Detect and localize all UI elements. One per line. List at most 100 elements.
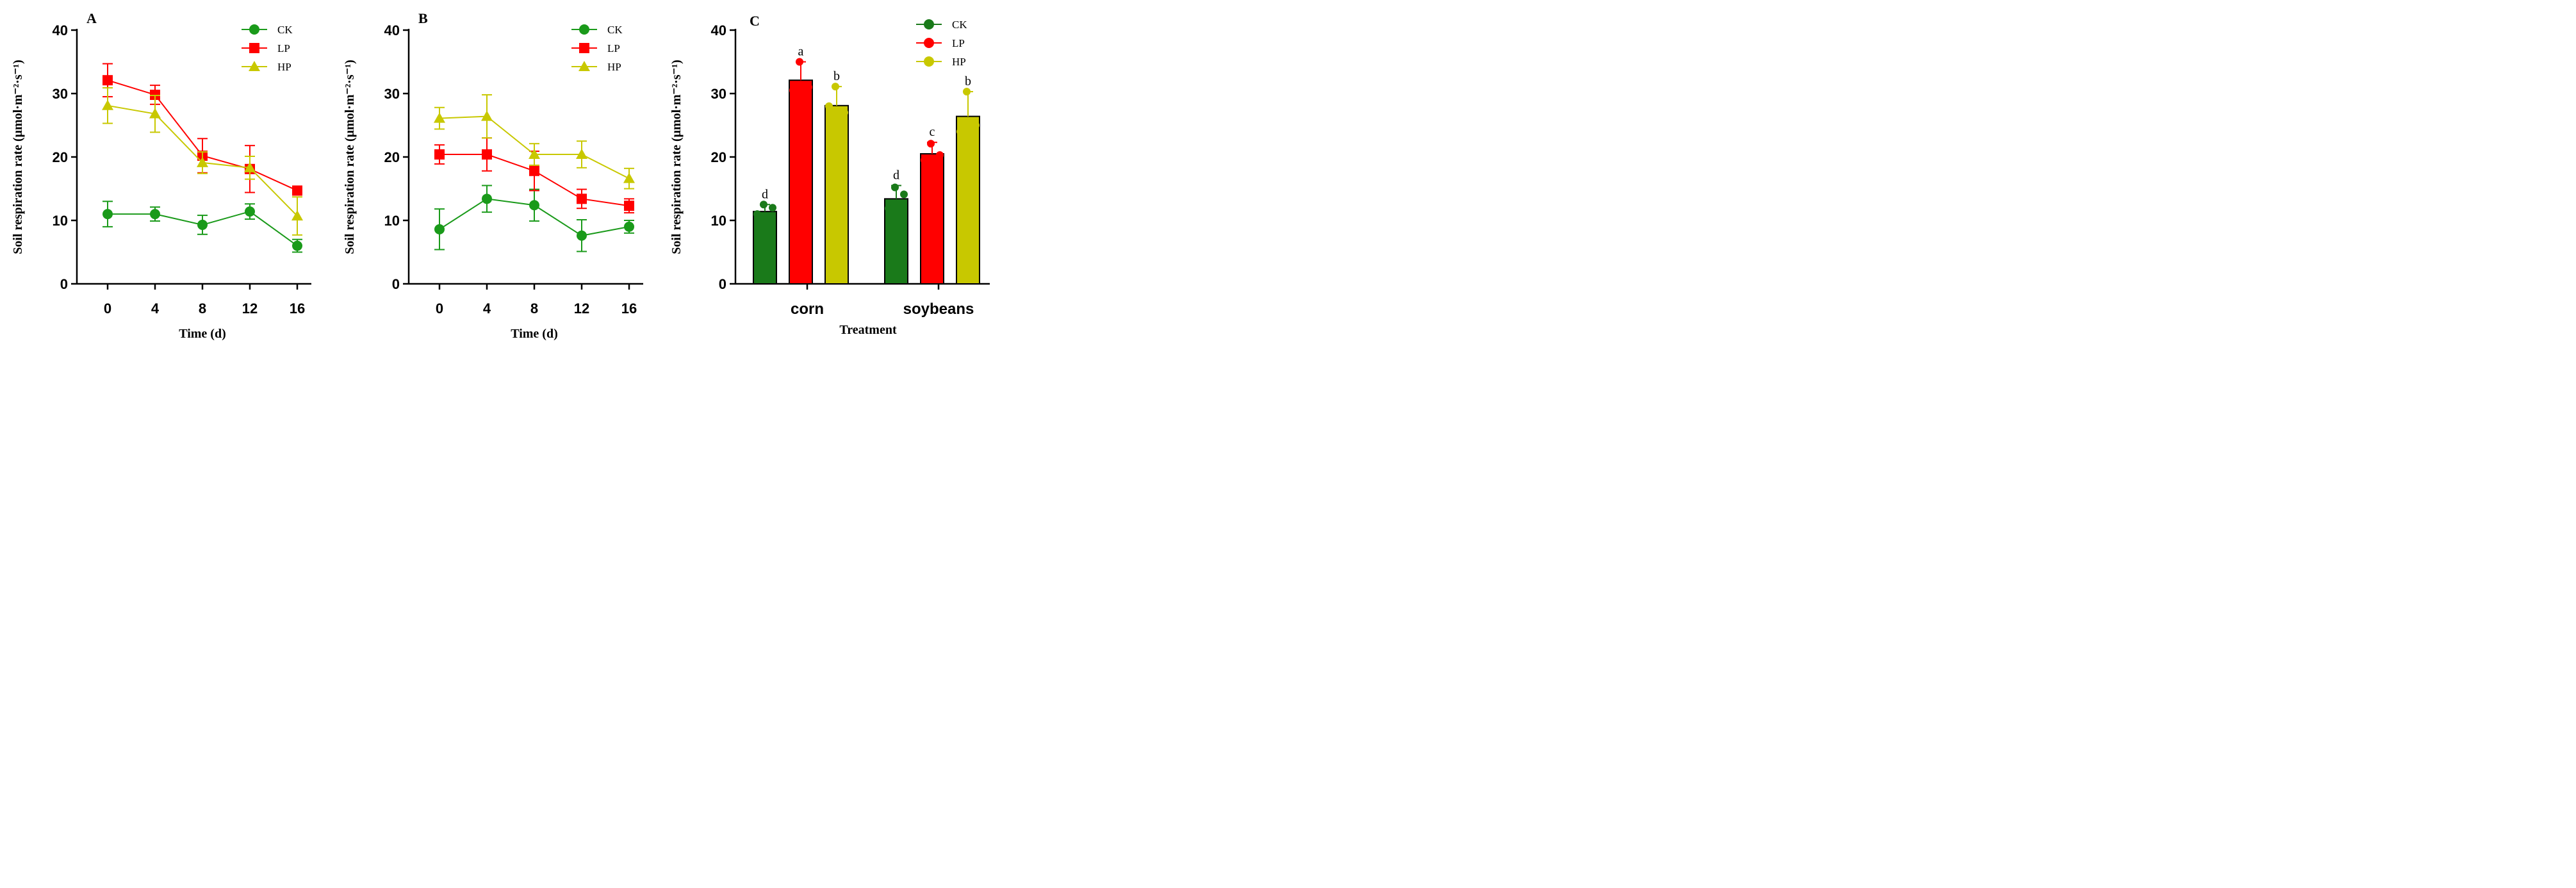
significance-letter: a bbox=[798, 45, 804, 59]
data-point bbox=[529, 200, 539, 211]
legend-entry-hp: HP bbox=[571, 61, 621, 73]
replicate-point bbox=[796, 58, 803, 66]
y-tick-label: 20 bbox=[711, 149, 726, 165]
y-tick-label: 30 bbox=[711, 86, 726, 102]
data-point bbox=[291, 210, 303, 221]
x-tick-label: 12 bbox=[242, 300, 258, 317]
data-point bbox=[102, 99, 113, 110]
y-tick-label: 30 bbox=[384, 86, 400, 102]
y-tick-label: 20 bbox=[53, 149, 68, 165]
significance-letter: d bbox=[762, 187, 768, 201]
legend-marker bbox=[579, 24, 589, 35]
panel-c: 0 10 20 30 40 Soil respiration rate (μmol·m⁻²… bbox=[669, 13, 990, 337]
significance-letter: c bbox=[930, 125, 935, 139]
series-lp bbox=[434, 137, 634, 214]
legend-entry-lp: LP bbox=[242, 42, 290, 54]
x-tick-label: 8 bbox=[199, 300, 206, 317]
bar bbox=[753, 211, 777, 285]
significance-letter: d bbox=[893, 169, 899, 183]
x-axis-title: Treatment bbox=[839, 323, 897, 337]
y-axis-title: Soil respiration rate (μmol·m⁻²·s⁻¹) bbox=[669, 60, 684, 254]
error-bar bbox=[963, 91, 973, 117]
legend-marker bbox=[924, 38, 934, 48]
series-ck bbox=[103, 201, 302, 253]
replicate-point bbox=[936, 151, 944, 160]
replicate-point bbox=[753, 210, 761, 218]
data-point bbox=[482, 149, 492, 160]
y-tick-label: 40 bbox=[53, 22, 68, 38]
legend-label: CK bbox=[277, 24, 293, 36]
x-tick-label: 0 bbox=[104, 300, 111, 317]
significance-letter: b bbox=[833, 69, 840, 83]
y-axis-title: Soil respiration rate (μmol·m⁻²·s⁻¹) bbox=[11, 60, 25, 254]
legend-entry-hp: HP bbox=[916, 56, 966, 68]
data-point bbox=[481, 110, 493, 121]
significance-letter: b bbox=[965, 74, 971, 88]
y-tick-label: 40 bbox=[384, 22, 400, 38]
replicate-point bbox=[927, 140, 935, 148]
data-point bbox=[434, 224, 445, 234]
x-tick-label: 16 bbox=[621, 300, 637, 317]
y-tick-label: 10 bbox=[384, 213, 400, 229]
data-point bbox=[103, 75, 113, 86]
legend-marker bbox=[924, 56, 934, 67]
data-point bbox=[197, 219, 208, 230]
replicate-point bbox=[900, 190, 908, 199]
replicate-point bbox=[789, 86, 797, 95]
data-point bbox=[529, 149, 540, 160]
y-tick-label: 0 bbox=[60, 276, 68, 292]
legend-entry-lp: LP bbox=[916, 37, 965, 49]
y-tick-label: 0 bbox=[392, 276, 400, 292]
legend-marker bbox=[578, 61, 590, 71]
data-point bbox=[434, 149, 445, 160]
bar bbox=[956, 115, 980, 284]
data-point bbox=[577, 230, 587, 241]
data-point bbox=[150, 209, 160, 220]
x-axis-title: Time (d) bbox=[511, 327, 558, 341]
replicate-point bbox=[963, 88, 971, 96]
legend-marker bbox=[249, 24, 259, 35]
replicate-point bbox=[885, 204, 892, 213]
legend-label: LP bbox=[277, 42, 290, 54]
category-label: soybeans bbox=[903, 300, 974, 318]
panel-label: B bbox=[418, 10, 428, 26]
series-hp bbox=[434, 94, 635, 190]
data-point bbox=[624, 221, 634, 232]
legend-label: LP bbox=[952, 37, 965, 49]
x-tick-label: 0 bbox=[436, 300, 443, 317]
data-point bbox=[434, 112, 445, 123]
replicate-point bbox=[805, 83, 812, 92]
data-point bbox=[103, 209, 113, 220]
series-lp: ac bbox=[789, 45, 944, 285]
bar bbox=[789, 79, 813, 285]
panel-label: C bbox=[750, 13, 760, 29]
legend-label: LP bbox=[607, 42, 620, 54]
data-point bbox=[245, 206, 255, 217]
bar bbox=[824, 104, 849, 284]
data-point bbox=[624, 201, 634, 211]
series-ck: dd bbox=[753, 169, 908, 285]
data-point bbox=[292, 185, 302, 196]
series-ck bbox=[434, 185, 634, 252]
data-point bbox=[577, 193, 587, 204]
y-tick-label: 40 bbox=[711, 22, 726, 38]
replicate-point bbox=[825, 102, 833, 110]
legend-marker bbox=[924, 19, 934, 29]
data-point bbox=[149, 108, 161, 119]
data-point bbox=[482, 193, 492, 204]
x-tick-label: 4 bbox=[483, 300, 491, 317]
legend-entry-lp: LP bbox=[571, 42, 620, 54]
data-point bbox=[292, 240, 302, 251]
category-label: corn bbox=[791, 300, 824, 318]
y-tick-label: 0 bbox=[719, 276, 726, 292]
data-point bbox=[623, 172, 635, 183]
x-tick-label: 12 bbox=[574, 300, 589, 317]
y-tick-label: 10 bbox=[53, 213, 68, 229]
y-axis-title: Soil respiration rate (μmol·m⁻²·s⁻¹) bbox=[343, 60, 357, 254]
legend-entry-hp: HP bbox=[242, 61, 291, 73]
data-point bbox=[529, 165, 539, 176]
replicate-point bbox=[972, 121, 980, 129]
legend-label: CK bbox=[952, 19, 967, 31]
legend-marker bbox=[249, 43, 259, 53]
